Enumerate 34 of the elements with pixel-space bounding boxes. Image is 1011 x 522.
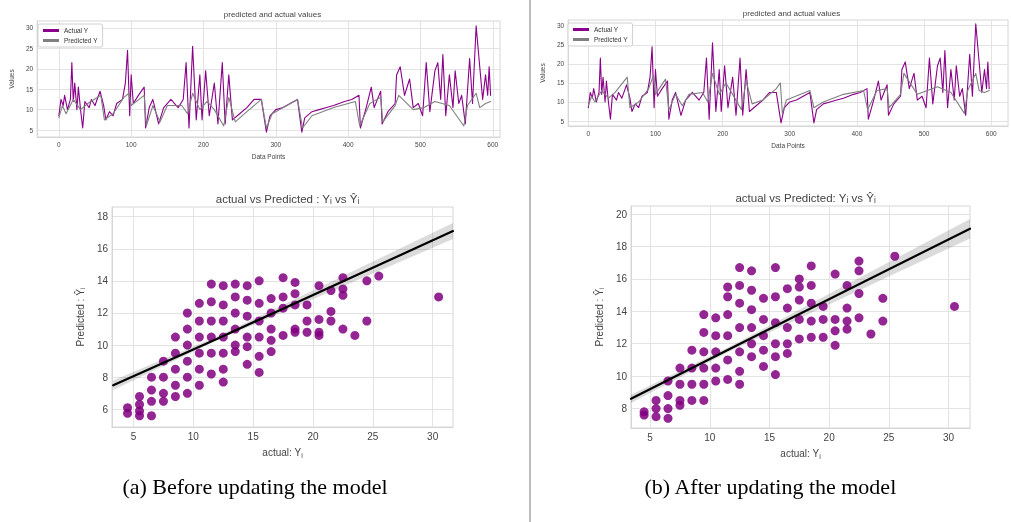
- line-series: [58, 25, 492, 133]
- x-tick-label: 30: [942, 431, 955, 443]
- y-tick-label: 8: [102, 371, 109, 383]
- y-tick-label: 14: [96, 275, 109, 287]
- x-tick-label: 15: [763, 431, 776, 443]
- line-series: [58, 92, 492, 129]
- line-series: [587, 72, 990, 114]
- y-tick-label: 14: [615, 305, 628, 317]
- x-tick-label: 5: [647, 431, 654, 443]
- text: (b) After updating the model: [644, 473, 897, 499]
- y-tick-label: 10: [96, 339, 109, 351]
- x-tick-label: 15: [247, 430, 260, 442]
- chart-title: predicted and actual values: [742, 8, 841, 18]
- line-series: [587, 23, 990, 124]
- x-tick-label: 10: [704, 431, 716, 443]
- y-tick-label: 6: [102, 403, 109, 415]
- y-tick-label: 20: [615, 208, 628, 220]
- x-tick-label: 25: [883, 431, 895, 443]
- x-tick-label: 5: [130, 430, 137, 442]
- y-tick-label: 8: [621, 403, 628, 415]
- x-tick-label: 20: [307, 430, 320, 442]
- x-tick-label: 10: [187, 430, 200, 442]
- y-tick-label: 18: [96, 211, 109, 223]
- text: (a) Before updating the model: [122, 473, 388, 499]
- y-tick-label: 12: [96, 307, 109, 319]
- x-tick-label: 30: [427, 430, 439, 442]
- y-tick-label: 16: [96, 243, 109, 255]
- y-tick-label: 12: [615, 338, 628, 350]
- y-tick-label: 10: [615, 370, 628, 382]
- y-tick-label: 16: [615, 273, 628, 285]
- y-tick-label: 18: [615, 241, 628, 253]
- x-tick-label: 25: [367, 430, 379, 442]
- x-tick-label: 20: [823, 431, 836, 443]
- chart-title: predicted and actual values: [223, 9, 322, 19]
